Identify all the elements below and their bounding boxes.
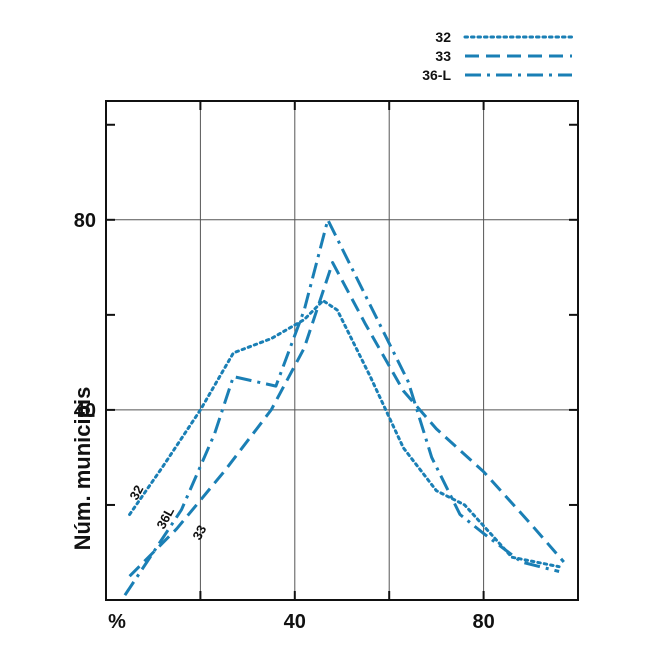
grid: [106, 101, 578, 600]
x-axis-unit-label: %: [108, 611, 126, 633]
series-annotation-32: 32: [126, 483, 146, 503]
legend-label-36-L: 36-L: [422, 67, 451, 83]
y-tick-label: 80: [74, 210, 96, 232]
x-tick-label: 80: [472, 611, 494, 633]
series-annotation-33: 33: [189, 523, 209, 543]
series-annotations: 32 33 36L: [126, 483, 209, 543]
series-annotation-36-L: 36L: [153, 505, 177, 532]
legend: 32 33 36-L: [422, 29, 574, 83]
plot-frame: [105, 100, 579, 601]
series-lines: [123, 218, 565, 597]
legend-label-32: 32: [435, 29, 451, 45]
series-line-33: [128, 261, 565, 578]
legend-label-33: 33: [435, 48, 451, 64]
x-tick-label: 40: [284, 611, 306, 633]
y-tick-label: 40: [74, 400, 96, 422]
axis-ticks: 40 80 40 80: [74, 101, 578, 633]
series-line-32: [128, 299, 561, 569]
y-axis-label: Núm. municipis: [70, 387, 95, 551]
